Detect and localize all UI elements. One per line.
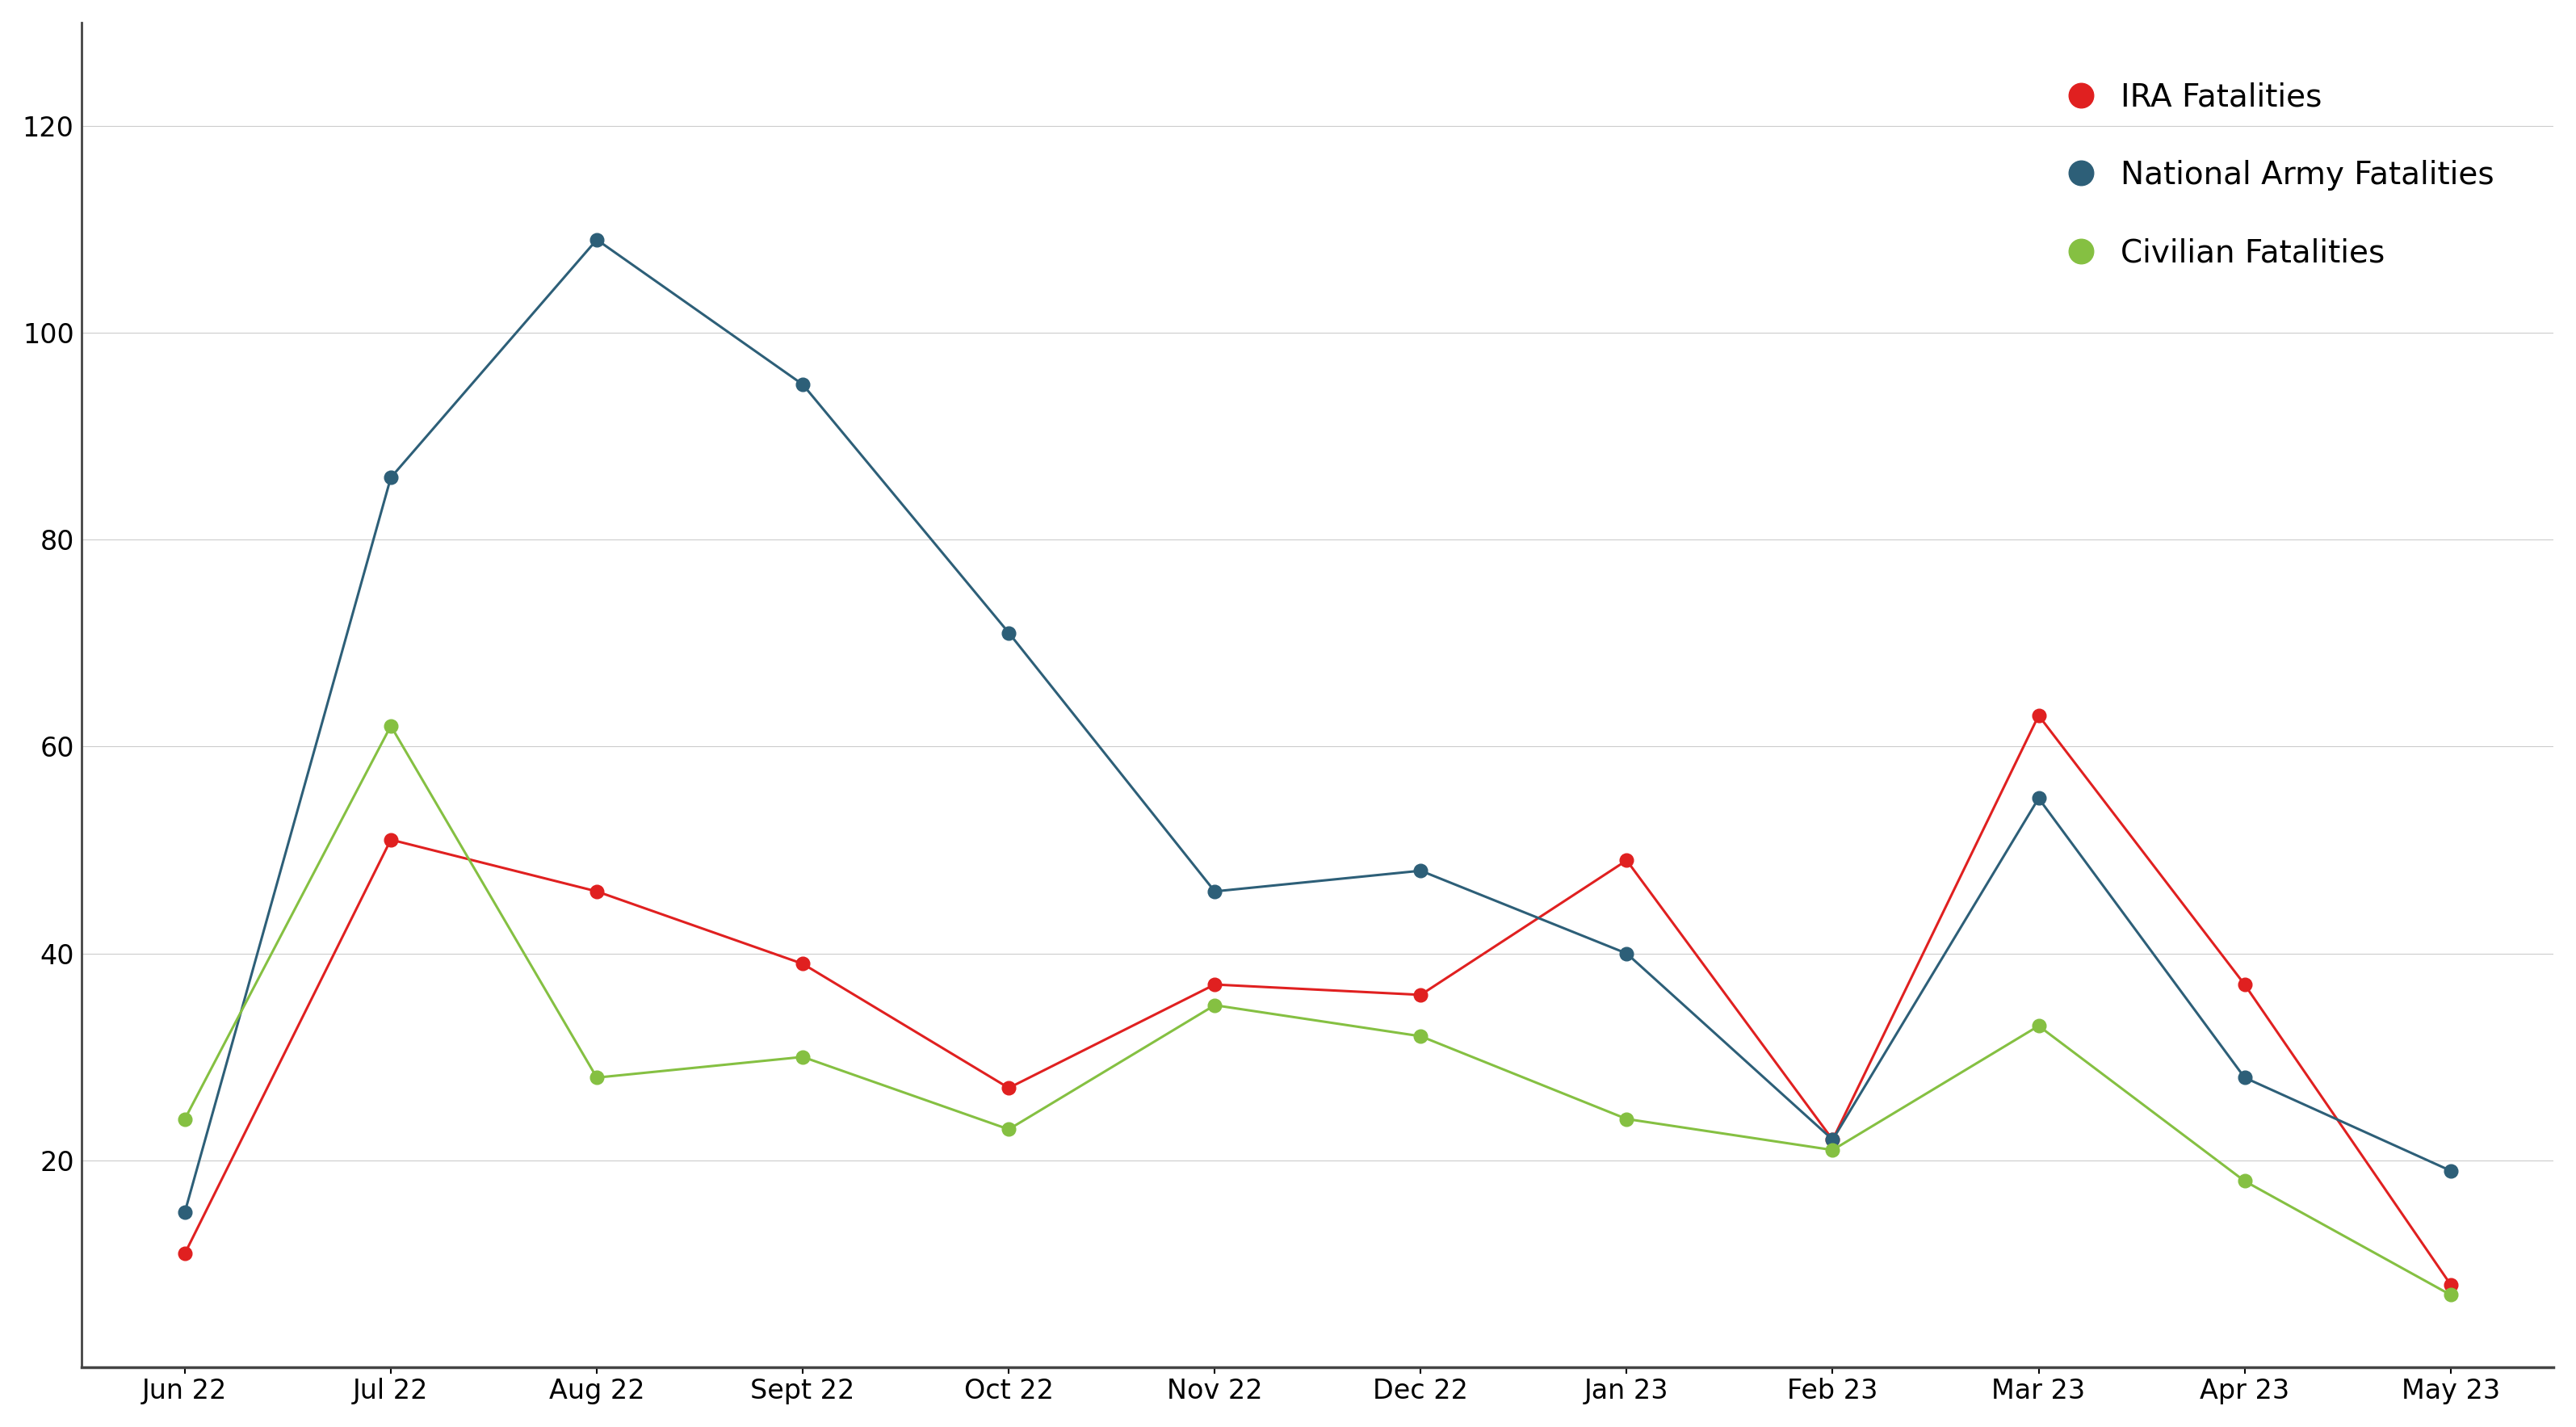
Civilian Fatalities [994,1120,1025,1137]
Civilian Fatalities [1610,1110,1641,1127]
Civilian Fatalities [788,1049,819,1066]
National Army Fatalities [994,624,1025,641]
IRA Fatalities [1816,1132,1847,1149]
IRA Fatalities [170,1244,201,1261]
Civilian Fatalities [2228,1173,2259,1190]
Civilian Fatalities [1816,1142,1847,1159]
Civilian Fatalities [2434,1286,2465,1303]
Line: National Army Fatalities: National Army Fatalities [178,233,2458,1219]
National Army Fatalities [582,231,613,248]
IRA Fatalities [1200,976,1231,993]
Line: Civilian Fatalities: Civilian Fatalities [178,719,2458,1301]
National Army Fatalities [1610,945,1641,962]
Legend: IRA Fatalities, National Army Fatalities, Civilian Fatalities: IRA Fatalities, National Army Fatalities… [2061,70,2506,281]
IRA Fatalities [2228,976,2259,993]
Civilian Fatalities [376,718,407,735]
Line: IRA Fatalities: IRA Fatalities [178,709,2458,1291]
IRA Fatalities [1610,852,1641,869]
National Army Fatalities [2022,789,2053,806]
National Army Fatalities [2228,1069,2259,1086]
National Army Fatalities [1200,883,1231,900]
IRA Fatalities [2022,706,2053,723]
National Army Fatalities [2434,1162,2465,1179]
IRA Fatalities [994,1079,1025,1096]
Civilian Fatalities [1200,996,1231,1013]
National Army Fatalities [1406,862,1437,879]
National Army Fatalities [1816,1132,1847,1149]
Civilian Fatalities [170,1110,201,1127]
Civilian Fatalities [582,1069,613,1086]
National Army Fatalities [376,469,407,487]
IRA Fatalities [2434,1276,2465,1293]
IRA Fatalities [376,831,407,848]
Civilian Fatalities [1406,1027,1437,1045]
IRA Fatalities [788,955,819,972]
Civilian Fatalities [2022,1017,2053,1035]
National Army Fatalities [170,1203,201,1220]
IRA Fatalities [1406,986,1437,1003]
National Army Fatalities [788,375,819,392]
IRA Fatalities [582,883,613,900]
